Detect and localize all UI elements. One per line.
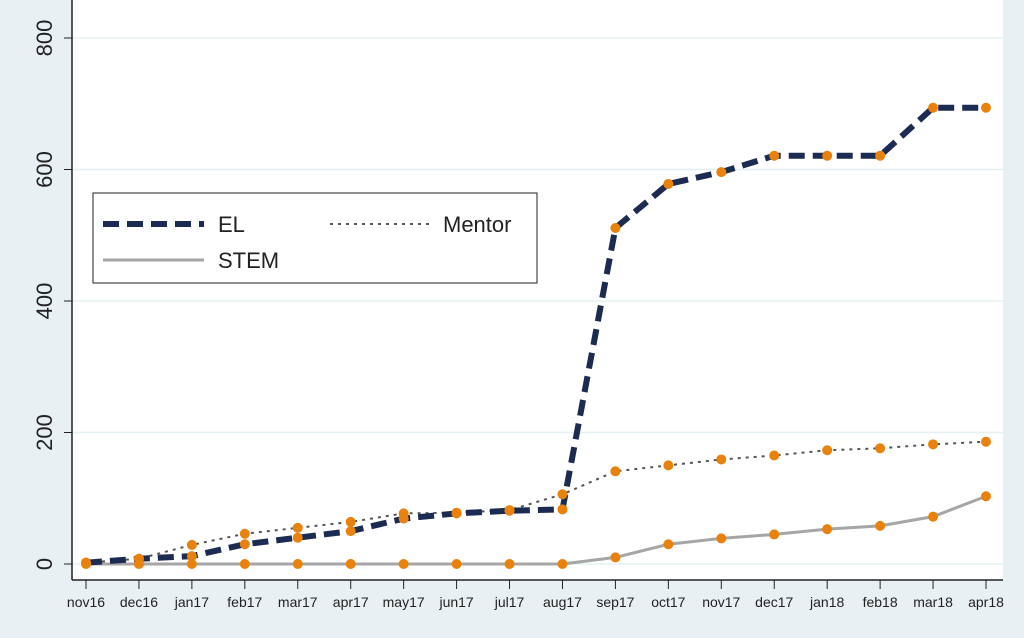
x-tick-label: nov16 [67, 594, 105, 610]
x-tick-label: oct17 [651, 594, 685, 610]
data-point-mentor [239, 528, 250, 539]
data-point-mentor [345, 516, 356, 527]
data-point-stem [822, 524, 833, 535]
data-point-mentor [769, 450, 780, 461]
series-line-stem [86, 494, 987, 566]
data-point-stem [451, 559, 462, 569]
data-point-el [663, 178, 674, 189]
x-tick-label: feb18 [863, 594, 898, 610]
data-point-el [239, 539, 250, 550]
legend-label-el: EL [218, 212, 245, 237]
data-point-mentor [928, 439, 939, 450]
data-point-stem [663, 539, 674, 550]
data-point-mentor [557, 489, 568, 500]
x-tick-label: mar17 [278, 594, 318, 610]
x-tick-label: aug17 [543, 594, 582, 610]
data-point-el [875, 150, 886, 161]
series-line-el [85, 104, 986, 566]
y-tick-label: 800 [32, 20, 57, 57]
data-point-el [822, 150, 833, 161]
x-tick-label: jan17 [174, 594, 209, 610]
data-point-mentor [186, 539, 197, 550]
legend-box [92, 192, 538, 284]
data-point-stem [186, 559, 197, 569]
data-point-stem [769, 529, 780, 540]
data-point-mentor [663, 460, 674, 471]
data-point-mentor [981, 436, 991, 447]
data-point-el [610, 223, 621, 234]
data-point-mentor [822, 445, 833, 456]
legend: EL Mentor STEM [92, 192, 538, 284]
x-tick-label: apr18 [968, 594, 1004, 610]
data-point-stem [239, 559, 250, 569]
legend-label-mentor: Mentor [443, 212, 511, 237]
x-tick-label: jan18 [809, 594, 844, 610]
y-tick-label: 200 [32, 414, 57, 451]
x-tick-label: mar18 [913, 594, 953, 610]
x-tick-label: sep17 [596, 594, 634, 610]
data-point-mentor [875, 443, 886, 454]
data-point-el [981, 102, 991, 113]
data-point-stem [345, 559, 356, 569]
data-point-mentor [716, 454, 727, 465]
data-point-el [769, 150, 780, 161]
data-point-el [292, 532, 303, 543]
data-point-stem [875, 520, 886, 531]
data-point-el [81, 557, 91, 568]
data-point-stem [928, 511, 939, 522]
data-point-stem [981, 491, 991, 502]
data-point-el [345, 526, 356, 537]
y-tick-label: 600 [32, 151, 57, 188]
data-point-el [716, 167, 727, 178]
x-tick-label: may17 [383, 594, 425, 610]
data-point-mentor [610, 466, 621, 477]
x-tick-label: nov17 [702, 594, 740, 610]
x-tick-label: dec16 [120, 594, 158, 610]
series-line-mentor [85, 440, 987, 564]
x-tick-label: feb17 [227, 594, 262, 610]
x-tick-label: apr17 [333, 594, 369, 610]
data-point-stem [557, 559, 568, 569]
y-tick-label: 400 [32, 283, 57, 320]
data-point-el [451, 508, 462, 519]
legend-label-stem: STEM [218, 248, 279, 273]
x-tick-label: dec17 [755, 594, 793, 610]
data-point-mentor [292, 522, 303, 533]
y-tick-label: 0 [32, 558, 57, 570]
data-point-stem [398, 559, 409, 569]
data-point-el [557, 504, 568, 515]
plot-background [72, 0, 1003, 580]
data-point-stem [504, 559, 515, 569]
data-point-el [133, 553, 144, 564]
data-point-el [186, 551, 197, 562]
data-point-el [928, 102, 939, 113]
x-tick-label: jun17 [438, 594, 473, 610]
data-point-el [504, 505, 515, 516]
data-point-stem [292, 559, 303, 569]
data-point-stem [716, 533, 727, 544]
x-tick-label: jul17 [494, 594, 525, 610]
data-point-el [398, 513, 409, 524]
data-point-stem [610, 552, 621, 563]
